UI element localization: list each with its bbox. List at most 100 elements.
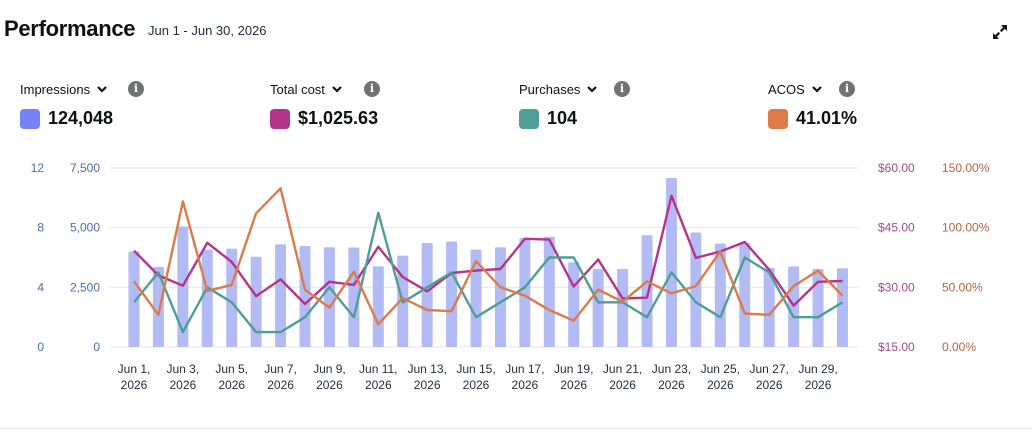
chevron-down-icon[interactable] (331, 83, 343, 95)
info-icon[interactable]: i (128, 81, 144, 97)
x-tick-label-year: 2026 (316, 378, 343, 392)
info-icon[interactable]: i (364, 81, 380, 97)
impressions-bar (372, 266, 384, 347)
impressions-bar (421, 242, 433, 347)
x-tick-label-year: 2026 (707, 378, 734, 392)
impressions-bar (323, 247, 335, 347)
impressions-bar (763, 268, 775, 347)
x-tick-label: Jun 19, (554, 362, 593, 376)
x-tick-label: Jun 15, (456, 362, 495, 376)
acos-tick-label: 150.00% (942, 161, 990, 175)
impressions-bar (543, 236, 555, 347)
metric-label: Total cost (270, 81, 325, 97)
purchases-tick-label: 4 (37, 280, 44, 294)
acos-tick-label: 0.00% (942, 340, 976, 354)
metric-swatch[interactable] (768, 108, 788, 129)
x-tick-label: Jun 3, (167, 362, 200, 376)
x-tick-label-year: 2026 (512, 378, 539, 392)
date-range: Jun 1 - Jun 30, 2026 (148, 23, 267, 38)
impressions-bar (714, 243, 726, 347)
purchases-line (133, 211, 844, 334)
metric-label: Impressions (20, 81, 91, 97)
x-tick-label: Jun 13, (407, 362, 446, 376)
x-tick-label-year: 2026 (414, 378, 441, 392)
info-icon[interactable]: i (614, 81, 630, 97)
impressions-bar (446, 241, 458, 347)
metric-value: 104 (547, 108, 578, 128)
impressions-bar (592, 268, 604, 347)
x-tick-label-year: 2026 (609, 378, 636, 392)
expand-arrows-icon[interactable] (991, 23, 1009, 41)
x-tick-label: Jun 11, (359, 362, 397, 376)
impressions-bar (494, 247, 506, 347)
impressions-bar (519, 237, 531, 347)
x-tick-label: Jun 9, (313, 362, 346, 376)
metric-impressions: Impressions i 124,048 (20, 80, 144, 129)
cost-tick-label: $45.00 (878, 221, 915, 235)
x-tick-label-year: 2026 (365, 378, 392, 392)
cost-tick-label: $30.00 (878, 280, 915, 294)
metric-label: Purchases (519, 81, 581, 97)
impressions-tick-label: 2,500 (70, 280, 100, 294)
metric-value: $1,025.63 (298, 108, 379, 128)
x-tick-label-year: 2026 (267, 378, 294, 392)
impressions-tick-label: 0 (93, 340, 100, 354)
impressions-bar (152, 267, 164, 347)
impressions-bar (348, 247, 360, 347)
chevron-down-icon[interactable] (586, 83, 598, 95)
purchases-tick-label: 12 (31, 161, 45, 175)
impressions-tick-label: 7,500 (70, 161, 100, 175)
x-tick-label: Jun 17, (505, 362, 544, 376)
impressions-bar (275, 244, 287, 347)
impressions-bar (201, 249, 213, 347)
x-tick-label: Jun 27, (749, 362, 788, 376)
x-tick-label: Jun 29, (798, 362, 837, 376)
impressions-bar (812, 268, 824, 347)
x-tick-label: Jun 25, (701, 362, 740, 376)
acos-line (133, 187, 844, 326)
chevron-down-icon[interactable] (811, 83, 823, 95)
x-tick-label-year: 2026 (658, 378, 685, 392)
impressions-bar (568, 262, 580, 347)
purchases-tick-label: 0 (37, 340, 44, 354)
metric-label: ACOS (768, 81, 805, 97)
metric-acos: ACOS i 41.01% (768, 80, 857, 129)
impressions-bar (641, 235, 653, 347)
impressions-bar (665, 178, 677, 347)
impressions-bar (299, 246, 311, 347)
impressions-bar (617, 268, 629, 347)
metric-swatch[interactable] (270, 108, 290, 129)
metric-value: 124,048 (48, 108, 114, 128)
cost-tick-label: $60.00 (878, 161, 915, 175)
x-tick-label-year: 2026 (463, 378, 490, 392)
metric-swatch[interactable] (519, 108, 539, 129)
x-tick-label-year: 2026 (805, 378, 832, 392)
x-tick-label: Jun 23, (652, 362, 691, 376)
x-tick-label: Jun 5, (215, 362, 248, 376)
impressions-bar (470, 249, 482, 347)
metric-value: 41.01% (796, 108, 858, 128)
acos-tick-label: 100.00% (942, 221, 990, 235)
impressions-bar (836, 268, 848, 347)
page-title: Performance (4, 16, 136, 41)
metric-total-cost: Total cost i $1,025.63 (270, 80, 380, 129)
divider (0, 428, 1032, 429)
x-tick-label-year: 2026 (121, 378, 148, 392)
total-cost-line (133, 194, 843, 307)
chevron-down-icon[interactable] (96, 83, 108, 95)
info-icon[interactable]: i (839, 81, 855, 97)
x-tick-label: Jun 7, (264, 362, 297, 376)
impressions-tick-label: 5,000 (70, 221, 100, 235)
metric-swatch[interactable] (20, 108, 40, 129)
impressions-bar (128, 251, 140, 347)
impressions-bar (739, 243, 751, 347)
x-tick-label-year: 2026 (756, 378, 783, 392)
cost-tick-label: $15.00 (878, 340, 915, 354)
x-tick-label: Jun 1, (118, 362, 151, 376)
x-tick-label-year: 2026 (170, 378, 197, 392)
acos-tick-label: 50.00% (942, 280, 983, 294)
x-tick-label: Jun 21, (603, 362, 642, 376)
metric-purchases: Purchases i 104 (519, 80, 630, 129)
performance-chart: 0 4 8 12 0 2,500 5,000 7,500 $15.00 $30.00 $45.00 $… (31, 161, 990, 392)
impressions-bar (250, 256, 262, 347)
